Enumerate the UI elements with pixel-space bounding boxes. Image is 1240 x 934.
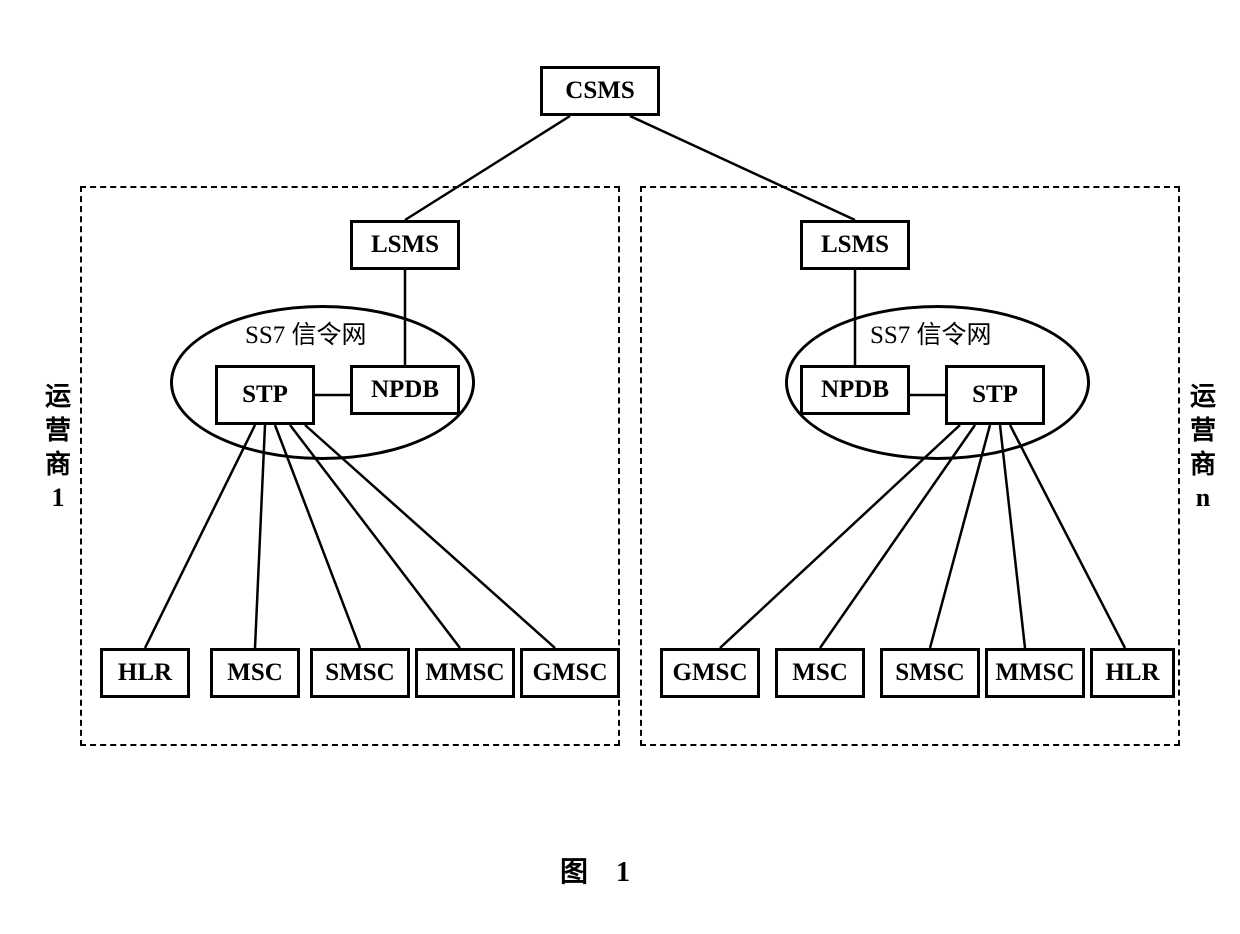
hlr-node-n: HLR [1090,648,1175,698]
mmsc-node-n: MMSC [985,648,1085,698]
ss7-label-n: SS7 信令网 [870,315,992,351]
smsc-node-n: SMSC [880,648,980,698]
smsc-node-1: SMSC [310,648,410,698]
npdb-node-n: NPDB [800,365,910,415]
operator-label-1: 运营商1 [45,380,71,515]
hlr-node-1: HLR [100,648,190,698]
lsms-node-n: LSMS [800,220,910,270]
msc-node-1: MSC [210,648,300,698]
figure-label-prefix: 图 [560,857,588,888]
csms-node: CSMS [540,66,660,116]
stp-node-1: STP [215,365,315,425]
ss7-label-1: SS7 信令网 [245,315,367,351]
figure-label: 图 1 [560,850,630,890]
figure-label-number: 1 [616,857,630,888]
gmsc-node-1: GMSC [520,648,620,698]
msc-node-n: MSC [775,648,865,698]
npdb-node-1: NPDB [350,365,460,415]
mmsc-node-1: MMSC [415,648,515,698]
operator-label-n: 运营商n [1190,380,1216,515]
gmsc-node-n: GMSC [660,648,760,698]
stp-node-n: STP [945,365,1045,425]
lsms-node-1: LSMS [350,220,460,270]
